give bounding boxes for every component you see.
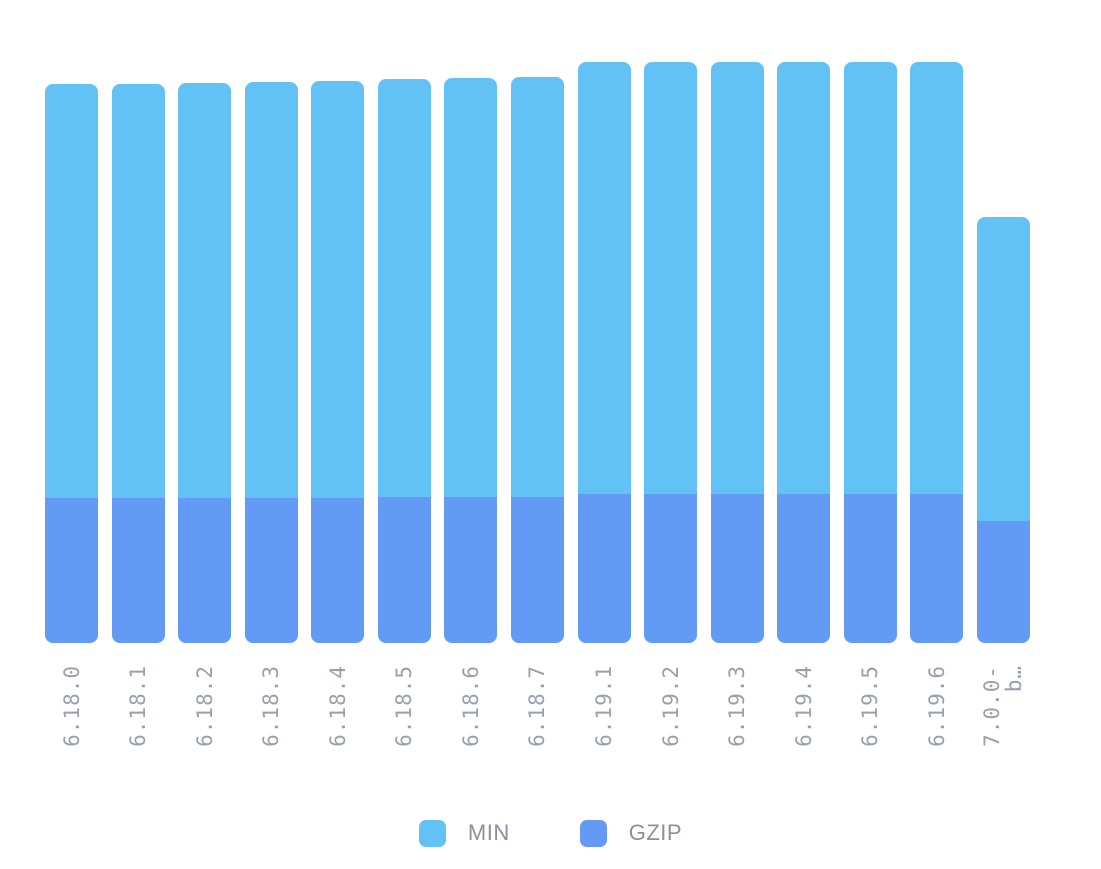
stacked-bar[interactable] — [311, 81, 365, 643]
legend-swatch-gzip-icon — [579, 819, 607, 847]
legend: MIN GZIP — [0, 816, 1101, 850]
x-axis-tick: 6.19.3 — [711, 643, 764, 793]
legend-item-min: MIN — [418, 819, 510, 847]
stacked-bar[interactable] — [178, 83, 232, 643]
x-axis-tick: 6.18.3 — [245, 643, 298, 793]
gzip-segment — [111, 498, 165, 643]
x-axis-tick: 6.19.2 — [644, 643, 697, 793]
x-axis-label: 6.18.3 — [259, 665, 284, 747]
stacked-bar[interactable] — [976, 217, 1030, 643]
stacked-bar[interactable] — [777, 62, 831, 643]
gzip-segment — [644, 494, 698, 643]
x-axis-tick: 6.18.7 — [511, 643, 564, 793]
gzip-segment — [843, 494, 897, 643]
x-axis-tick: 6.19.5 — [844, 643, 897, 793]
min-segment — [577, 62, 631, 494]
x-axis-label: 6.18.7 — [525, 665, 550, 747]
gzip-segment — [178, 498, 232, 643]
x-axis-label: 6.19.5 — [858, 665, 883, 747]
gzip-segment — [444, 497, 498, 643]
stacked-bar[interactable] — [444, 78, 498, 643]
x-axis-label: 7.0.0- b… — [980, 665, 1027, 747]
gzip-segment — [45, 498, 98, 643]
x-axis-label: 6.18.6 — [458, 665, 483, 747]
min-segment — [444, 78, 498, 497]
stacked-bar[interactable] — [644, 62, 698, 643]
gzip-segment — [244, 498, 298, 643]
x-axis-label: 6.18.5 — [392, 665, 417, 747]
stacked-bar[interactable] — [45, 84, 98, 643]
gzip-segment — [577, 494, 631, 643]
min-segment — [710, 62, 764, 494]
x-axis-label: 6.18.4 — [325, 665, 350, 747]
stacked-bar[interactable] — [377, 79, 431, 643]
x-axis-tick: 6.18.5 — [378, 643, 431, 793]
x-axis: 6.18.0 6.18.1 6.18.2 6.18.3 6.18.4 6.18.5 6.18… — [45, 643, 1030, 793]
x-axis-tick: 6.18.2 — [178, 643, 231, 793]
x-axis-label: 6.19.1 — [592, 665, 616, 747]
stacked-bar[interactable] — [577, 62, 631, 643]
x-axis-label: 6.18.1 — [126, 665, 151, 747]
stacked-bar[interactable] — [710, 62, 764, 643]
gzip-segment — [976, 521, 1030, 643]
min-segment — [377, 79, 431, 497]
x-axis-tick: 6.18.0 — [45, 643, 98, 793]
gzip-segment — [777, 494, 831, 643]
min-segment — [111, 84, 165, 498]
gzip-segment — [710, 494, 764, 643]
gzip-segment — [311, 498, 365, 643]
gzip-segment — [510, 497, 564, 643]
legend-label-min: MIN — [467, 820, 510, 845]
stacked-bar[interactable] — [244, 82, 298, 643]
x-axis-label: 6.19.2 — [658, 665, 683, 747]
stacked-bar[interactable] — [910, 62, 964, 643]
stacked-bar[interactable] — [843, 62, 897, 643]
min-segment — [45, 84, 98, 498]
legend-item-gzip: GZIP — [579, 819, 683, 847]
min-segment — [777, 62, 831, 494]
chart-plot-area — [45, 0, 1030, 643]
stacked-bar[interactable] — [510, 77, 564, 643]
gzip-segment — [377, 497, 431, 643]
x-axis-tick: 6.19.6 — [910, 643, 963, 793]
x-axis-tick: 6.19.1 — [578, 643, 631, 793]
min-segment — [976, 217, 1030, 521]
legend-label-gzip: GZIP — [628, 820, 683, 845]
min-segment — [843, 62, 897, 494]
min-segment — [910, 62, 964, 494]
x-axis-tick: 6.18.1 — [112, 643, 165, 793]
x-axis-label: 6.18.2 — [192, 665, 217, 747]
min-segment — [644, 62, 698, 494]
gzip-segment — [910, 494, 964, 643]
x-axis-label: 6.19.6 — [924, 665, 949, 747]
min-segment — [311, 81, 365, 498]
x-axis-tick: 6.18.4 — [311, 643, 364, 793]
x-axis-label: 6.19.3 — [725, 665, 750, 747]
x-axis-tick: 7.0.0- b… — [977, 643, 1030, 793]
min-segment — [510, 77, 564, 497]
legend-swatch-min-icon — [418, 819, 446, 847]
min-segment — [244, 82, 298, 498]
stacked-bar[interactable] — [111, 84, 165, 643]
min-segment — [178, 83, 232, 498]
x-axis-tick: 6.19.4 — [777, 643, 830, 793]
x-axis-tick: 6.18.6 — [444, 643, 497, 793]
x-axis-label: 6.18.0 — [59, 665, 84, 747]
x-axis-label: 6.19.4 — [791, 665, 816, 747]
